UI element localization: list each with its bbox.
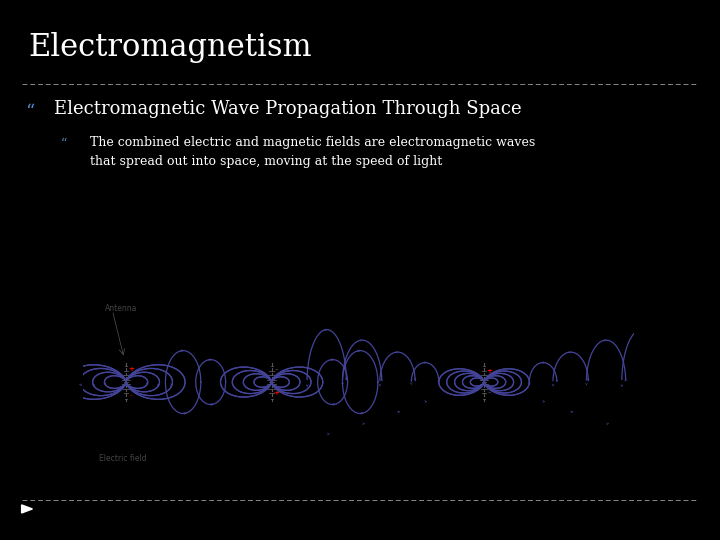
Text: “: “	[25, 103, 35, 120]
Text: +: +	[486, 368, 492, 374]
Text: -: -	[274, 366, 278, 375]
Text: The combined electric and magnetic fields are electromagnetic waves
that spread : The combined electric and magnetic field…	[90, 136, 535, 168]
Text: -: -	[130, 393, 132, 399]
Text: “: “	[61, 138, 68, 151]
Text: Electromagnetism: Electromagnetism	[29, 32, 312, 63]
Text: Electric field: Electric field	[99, 454, 146, 463]
Text: Electromagnetic Wave Propagation Through Space: Electromagnetic Wave Propagation Through…	[54, 100, 521, 118]
Text: -: -	[487, 389, 490, 398]
Text: +: +	[274, 390, 279, 396]
Text: +: +	[128, 366, 134, 372]
Polygon shape	[22, 505, 32, 513]
Text: Antenna: Antenna	[104, 304, 137, 313]
